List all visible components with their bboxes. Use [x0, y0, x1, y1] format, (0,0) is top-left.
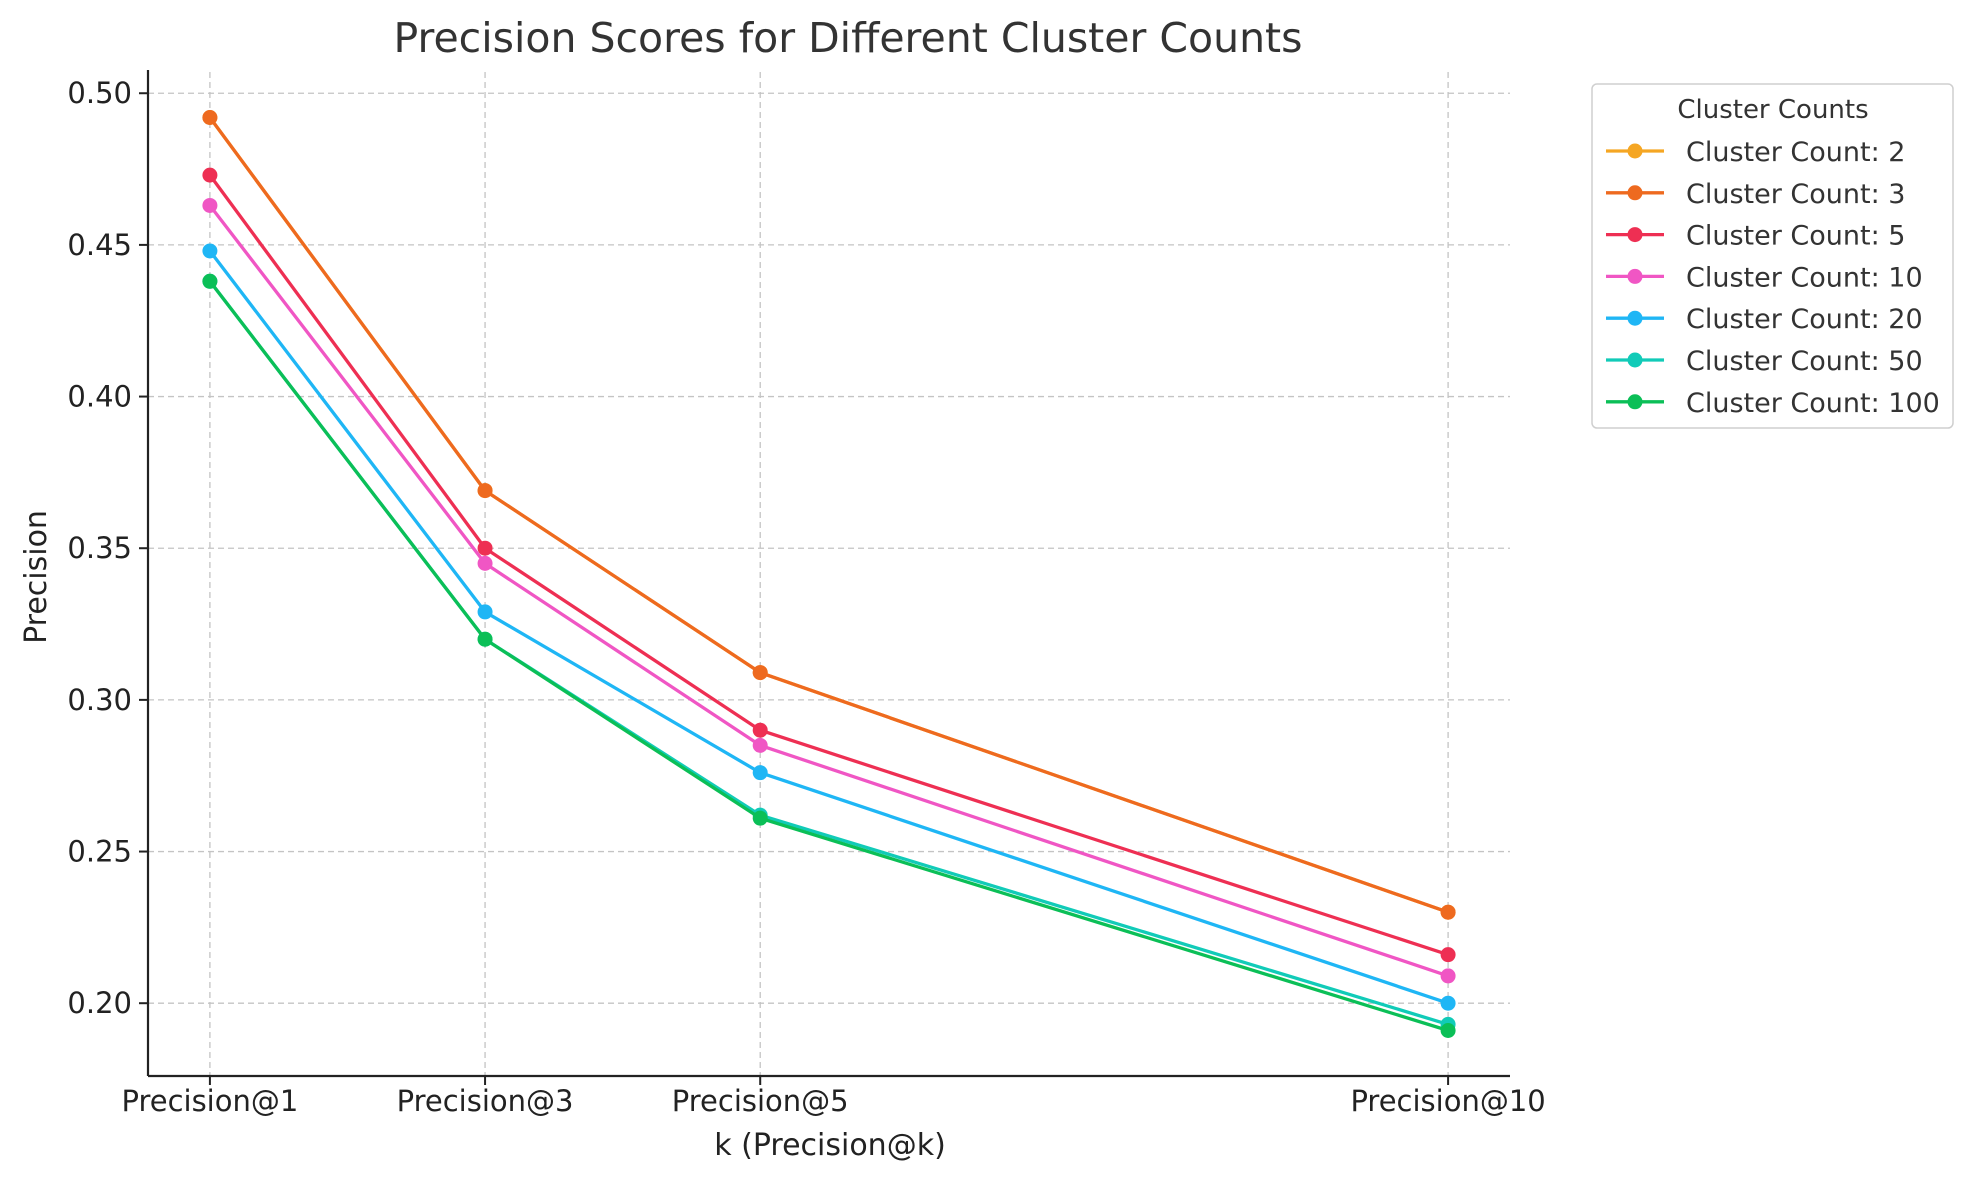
legend-marker — [1627, 143, 1643, 159]
legend-marker — [1627, 352, 1643, 368]
legend-marker — [1627, 394, 1643, 410]
data-point — [1440, 995, 1456, 1011]
legend-item: Cluster Count: 3 — [1606, 179, 1905, 210]
legend-marker — [1627, 227, 1643, 243]
series-line — [208, 280, 1449, 1033]
legend-label: Cluster Count: 100 — [1686, 388, 1940, 419]
data-point — [752, 737, 768, 753]
series-line — [208, 249, 1449, 1005]
legend-item: Cluster Count: 10 — [1606, 262, 1923, 293]
data-point — [477, 631, 493, 647]
data-point — [477, 604, 493, 620]
series-line — [208, 116, 1449, 914]
data-point — [202, 167, 218, 183]
legend-label: Cluster Count: 10 — [1686, 262, 1923, 293]
x-tick-label: Precision@3 — [397, 1084, 574, 1118]
series-6 — [202, 273, 1456, 1039]
legend-label: Cluster Count: 50 — [1686, 346, 1923, 377]
legend-label: Cluster Count: 20 — [1686, 304, 1923, 335]
y-tick-label: 0.25 — [67, 835, 132, 869]
data-point — [477, 555, 493, 571]
y-tick-label: 0.20 — [67, 986, 132, 1020]
y-tick-label: 0.50 — [67, 76, 132, 110]
legend-item: Cluster Count: 50 — [1606, 346, 1923, 377]
data-point — [752, 665, 768, 681]
legend-items: Cluster Count: 2 Cluster Count: 3 Cluster … — [1606, 137, 1940, 419]
data-point — [202, 243, 218, 259]
series-group — [202, 109, 1456, 1039]
legend-item: Cluster Count: 5 — [1606, 221, 1905, 252]
legend-marker — [1627, 310, 1643, 326]
legend-item: Cluster Count: 2 — [1606, 137, 1905, 168]
data-point — [1440, 947, 1456, 963]
x-tick-label: Precision@10 — [1350, 1084, 1545, 1118]
y-tick-label: 0.35 — [67, 531, 132, 565]
legend-label: Cluster Count: 5 — [1686, 221, 1905, 252]
data-point — [202, 109, 218, 125]
series-1 — [202, 109, 1456, 920]
data-point — [477, 540, 493, 556]
legend-item: Cluster Count: 100 — [1606, 388, 1940, 419]
data-point — [752, 810, 768, 826]
legend-label: Cluster Count: 2 — [1686, 137, 1905, 168]
axes: 0.20 0.25 0.30 0.35 0.40 0.45 0.50 Precision@1 P… — [67, 70, 1546, 1118]
data-point — [1440, 1023, 1456, 1039]
y-axis-label: Precision — [19, 510, 54, 644]
data-point — [1440, 904, 1456, 920]
series-2 — [202, 167, 1456, 963]
data-point — [1440, 968, 1456, 984]
y-tick-label: 0.30 — [67, 683, 132, 717]
y-tick-label: 0.45 — [67, 228, 132, 262]
legend-frame — [1591, 83, 1954, 429]
data-point — [202, 197, 218, 213]
chart-title: Precision Scores for Different Cluster C… — [394, 14, 1303, 62]
series-3 — [202, 197, 1456, 984]
series-line — [208, 204, 1449, 978]
legend-title: Cluster Counts — [1677, 95, 1868, 125]
data-point — [202, 273, 218, 289]
x-tick-label: Precision@1 — [121, 1084, 298, 1118]
data-point — [752, 722, 768, 738]
series-4 — [202, 243, 1456, 1011]
x-axis-label: k (Precision@k) — [714, 1128, 946, 1163]
legend-marker — [1627, 268, 1643, 284]
legend-label: Cluster Count: 3 — [1686, 179, 1905, 210]
data-point — [752, 765, 768, 781]
legend-marker — [1627, 185, 1643, 201]
gridlines — [148, 72, 1510, 1076]
x-tick-label: Precision@5 — [672, 1084, 849, 1118]
series-5 — [202, 273, 1456, 1032]
legend-item: Cluster Count: 20 — [1606, 304, 1923, 335]
series-line — [208, 174, 1449, 957]
y-tick-label: 0.40 — [67, 380, 132, 414]
data-point — [477, 483, 493, 499]
series-line — [208, 116, 1449, 914]
